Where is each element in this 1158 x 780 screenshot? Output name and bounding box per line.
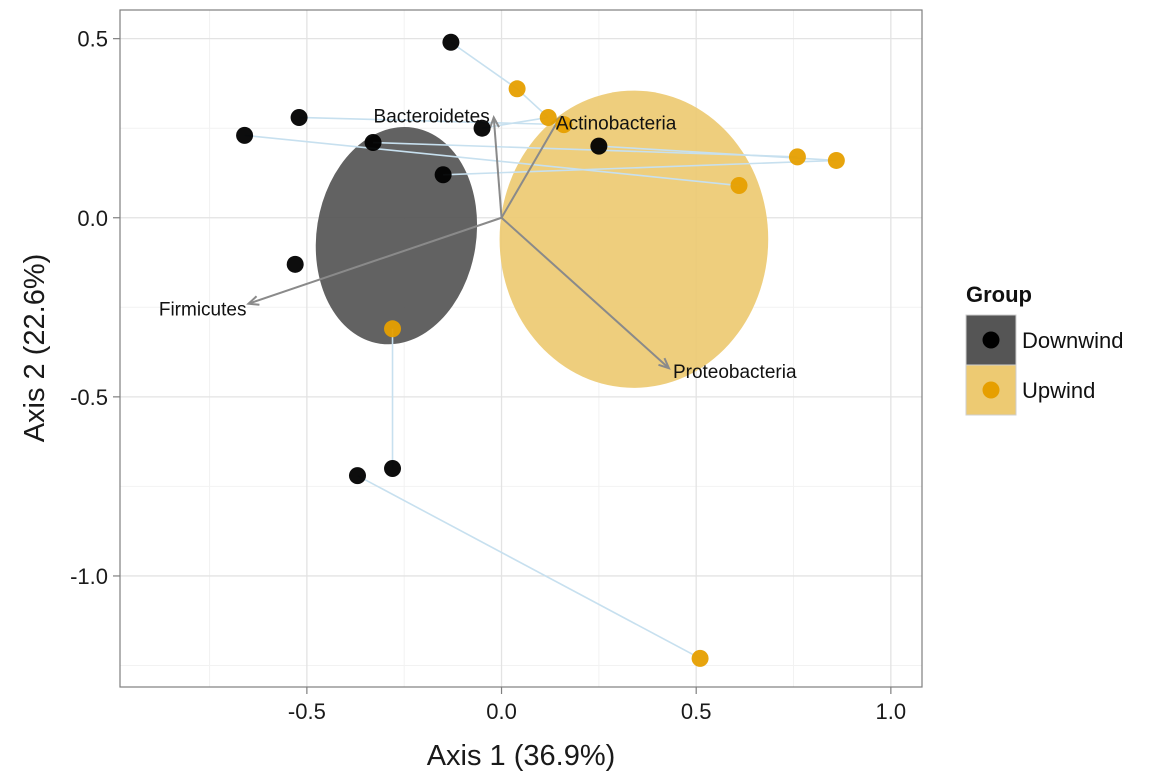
y-tick-label: -1.0 xyxy=(70,564,108,589)
legend: Group Downwind Upwind xyxy=(965,282,1124,416)
pairing-line xyxy=(450,41,518,90)
pairing-line xyxy=(244,134,740,187)
panel-border xyxy=(119,9,923,688)
y-axis-ticks: -1.0 -0.5 0.0 0.5 xyxy=(70,27,120,589)
point-downwind xyxy=(236,126,254,144)
point-downwind xyxy=(290,108,308,126)
point-downwind xyxy=(442,33,460,51)
vector-labels: Firmicutes Bacteroidetes Actinobacteria Pro… xyxy=(159,106,797,383)
legend-label-downwind: Downwind xyxy=(1022,328,1124,353)
ellipse-upwind xyxy=(499,90,769,388)
legend-title: Group xyxy=(966,282,1032,307)
point-downwind xyxy=(348,467,366,485)
y-tick-label: 0.5 xyxy=(77,27,108,52)
vector-actinobacteria xyxy=(500,116,561,219)
point-upwind xyxy=(508,80,526,98)
legend-label-upwind: Upwind xyxy=(1022,378,1095,403)
pairing-line xyxy=(299,116,564,126)
point-upwind xyxy=(539,108,557,126)
arrowhead-icon xyxy=(489,115,500,129)
point-downwind xyxy=(364,134,382,152)
vector-label-actinobacteria: Actinobacteria xyxy=(556,113,677,134)
vector-proteobacteria xyxy=(500,217,670,369)
point-upwind xyxy=(788,148,806,166)
vector-label-proteobacteria: Proteobacteria xyxy=(673,362,797,383)
x-axis-ticks: -0.5 0.0 0.5 1.0 xyxy=(288,687,906,724)
y-tick-label: 0.0 xyxy=(77,206,108,231)
vector-label-firmicutes: Firmicutes xyxy=(159,300,247,321)
legend-keys: Downwind Upwind xyxy=(965,314,1124,416)
x-tick-label: 0.0 xyxy=(486,699,517,724)
point-downwind xyxy=(286,255,304,273)
point-upwind xyxy=(384,320,402,338)
sample-points xyxy=(236,33,845,667)
point-upwind xyxy=(827,151,845,169)
vector-label-bacteroidetes: Bacteroidetes xyxy=(374,106,490,127)
x-tick-label: -0.5 xyxy=(288,699,326,724)
legend-point-upwind xyxy=(982,381,1000,399)
y-tick-label: -0.5 xyxy=(70,385,108,410)
arrowhead-icon xyxy=(246,295,260,306)
y-axis-title: Axis 2 (22.6%) xyxy=(19,254,51,443)
point-upwind xyxy=(555,116,573,134)
point-downwind xyxy=(434,166,452,184)
x-tick-label: 1.0 xyxy=(876,699,907,724)
arrowhead-icon xyxy=(658,357,671,370)
pairing-line xyxy=(357,474,701,660)
pairing-line xyxy=(443,159,837,176)
point-downwind xyxy=(590,137,608,155)
panel-background xyxy=(120,10,922,687)
taxa-vectors xyxy=(246,115,671,370)
x-axis-title: Axis 1 (36.9%) xyxy=(427,740,616,772)
point-downwind xyxy=(384,459,402,477)
legend-point-downwind xyxy=(982,331,1000,349)
x-tick-label: 0.5 xyxy=(681,699,712,724)
point-upwind xyxy=(691,649,709,667)
vector-firmicutes xyxy=(248,216,502,305)
vector-bacteroidetes xyxy=(492,117,503,218)
point-downwind xyxy=(473,119,491,137)
ellipse-downwind xyxy=(315,127,478,345)
point-upwind xyxy=(730,177,748,195)
pairing-line xyxy=(481,116,549,129)
